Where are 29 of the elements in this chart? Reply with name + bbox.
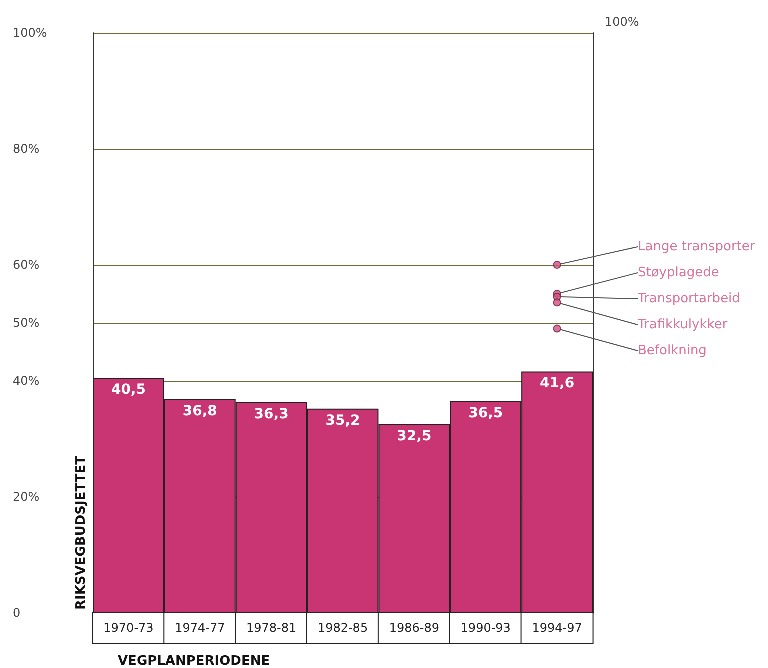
data-label: 36,5: [468, 405, 504, 422]
data-label: 40,5: [111, 382, 146, 398]
x-tick-label: 1990-93: [460, 621, 511, 635]
x-tick-label: 1982-85: [318, 621, 368, 635]
data-label: 35,2: [326, 412, 360, 429]
x-tick-label: 1978-81: [246, 621, 297, 635]
y-tick-label: 80%: [13, 142, 40, 156]
x-tick-label: 1974-77: [175, 621, 226, 635]
y-tick-label: 100%: [13, 26, 48, 40]
text: 100%: [605, 15, 640, 29]
x-axis-title: VEGPLANPERIODENE: [118, 654, 270, 668]
data-label: 32,5: [397, 428, 432, 444]
text: Lange transporter: [638, 240, 756, 254]
y-tick-label: 20%: [13, 490, 40, 504]
y-tick-label: 50%: [13, 316, 40, 330]
x-tick-label: 1986-89: [389, 621, 440, 635]
text: Transportarbeid: [637, 292, 740, 306]
data-label: 41,6: [540, 376, 575, 392]
y-axis-title: RIKSVEGBUDSJETTET: [74, 456, 89, 610]
text: Befolkning: [638, 344, 707, 358]
data-label: 36,3: [254, 406, 289, 422]
text: Støyplagede: [638, 266, 720, 280]
y-tick-label: 40%: [13, 374, 40, 388]
y-tick-label: 0: [13, 606, 21, 620]
text: Trafikkulykker: [637, 318, 728, 332]
data-label: 36,8: [182, 404, 218, 420]
y-tick-label: 60%: [13, 258, 40, 272]
x-tick-label: 1970-73: [104, 621, 154, 635]
x-tick-label: 1994-97: [532, 621, 582, 635]
